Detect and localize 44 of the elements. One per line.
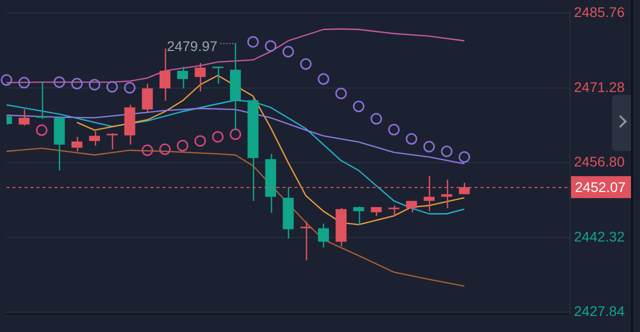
ref-line-label: 2452.07: [575, 178, 626, 195]
candlestick: [248, 97, 258, 202]
candlestick: [142, 83, 153, 112]
point: [18, 76, 30, 88]
y-tick-label: 2485.76: [574, 4, 625, 20]
annotation: 2479.97: [166, 38, 218, 54]
candlestick: [106, 132, 118, 150]
point: [352, 100, 364, 112]
point: [124, 82, 136, 94]
candlestick: [388, 204, 400, 217]
point: [142, 144, 154, 156]
point: [54, 76, 66, 88]
point: [318, 73, 330, 85]
candlestick: [194, 62, 206, 92]
point: [106, 81, 118, 93]
y-tick-label: 2471.28: [574, 78, 625, 95]
point: [440, 146, 452, 158]
candlestick: [265, 153, 276, 214]
point: [71, 78, 83, 90]
candlestick: [300, 220, 312, 261]
point: [423, 140, 435, 152]
point: [406, 133, 418, 145]
point: [335, 88, 347, 100]
point: [370, 113, 382, 125]
candlestick: [54, 116, 65, 172]
y-tick-label: 2456.80: [574, 154, 625, 170]
point: [247, 36, 259, 48]
point: [388, 124, 400, 136]
point: [0, 74, 12, 86]
point: [36, 124, 48, 136]
candlestick: [212, 66, 224, 84]
y-tick-label: 2427.84: [574, 303, 625, 320]
point: [282, 46, 294, 58]
point: [176, 140, 188, 152]
candlestick: [336, 207, 347, 247]
y-tick-label: 2442.32: [574, 228, 625, 244]
point: [212, 131, 224, 143]
point: [194, 135, 206, 147]
point: [458, 151, 470, 163]
point: [264, 40, 276, 52]
point: [300, 58, 312, 70]
point: [159, 144, 171, 156]
point: [230, 128, 242, 140]
point: [88, 78, 100, 90]
